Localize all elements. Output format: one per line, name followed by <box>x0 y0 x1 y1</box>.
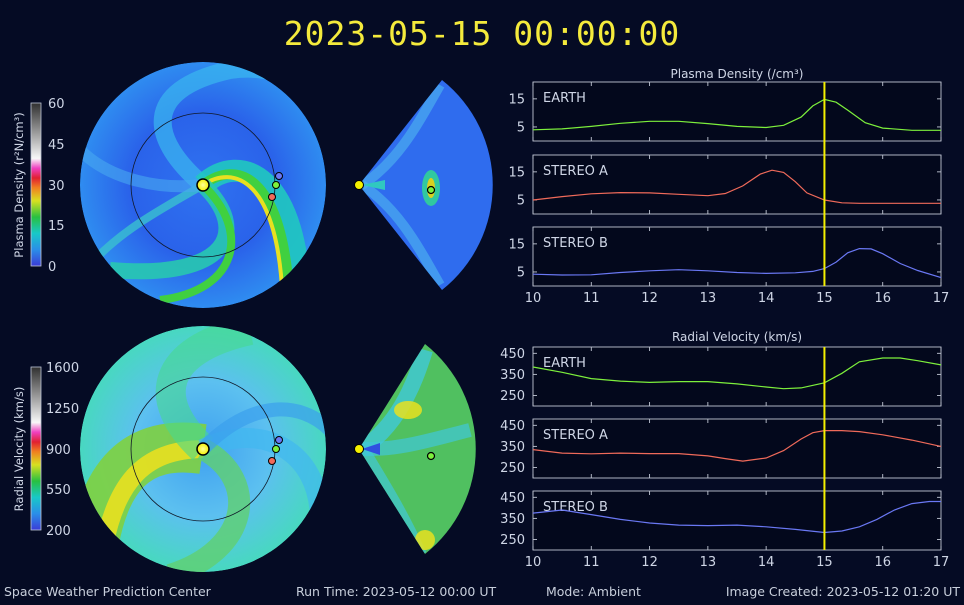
earth-marker <box>272 445 280 453</box>
series-line-stereo-b <box>532 247 942 279</box>
y-tick-label: 5 <box>517 120 525 135</box>
y-tick-label: 5 <box>517 193 525 208</box>
colorbar-velocity-tick: 200 <box>46 524 71 539</box>
sun-marker-wedge <box>354 444 364 454</box>
x-tick-label: 12 <box>641 291 658 306</box>
x-tick-label: 13 <box>700 291 717 306</box>
y-tick-label: 450 <box>500 491 525 506</box>
y-tick-label: 15 <box>508 165 525 180</box>
velocity-meridional-wedge <box>359 344 476 554</box>
sun-marker-wedge <box>354 180 364 190</box>
colorbar-density-tick: 30 <box>48 179 65 194</box>
y-tick-label: 15 <box>508 92 525 107</box>
earth-marker-wedge <box>426 451 436 461</box>
x-tick-label: 10 <box>525 555 542 570</box>
series-line-earth <box>532 357 942 390</box>
colorbar-velocity: Radial Velocity (km/s) 1600 1250 900 550… <box>12 361 79 539</box>
colorbar-velocity-tick: 1600 <box>46 361 79 376</box>
plot-frame <box>532 346 942 407</box>
series-label: EARTH <box>543 356 586 371</box>
plot-frame <box>532 154 942 215</box>
series-line-stereo-a <box>532 430 942 462</box>
footer-image-created: Image Created: 2023-05-12 01:20 UT <box>726 584 961 599</box>
x-tick-label: 11 <box>583 555 600 570</box>
colorbar-density: Plasma Density (r²N/cm³) 60 45 30 15 0 <box>12 97 65 275</box>
chart-title: Radial Velocity (km/s) <box>672 330 802 344</box>
series-line-stereo-b <box>532 500 941 534</box>
plot-frame <box>532 226 942 287</box>
time-series-panels: Plasma Density (/cm³) 15 5 EARTH 15 5 STEREO A… <box>500 67 949 570</box>
x-tick-label: 15 <box>816 555 833 570</box>
series-label: EARTH <box>543 91 586 106</box>
colorbar-density-tick: 60 <box>48 97 65 112</box>
earth-marker-wedge <box>426 185 436 195</box>
series-line-earth <box>532 98 941 131</box>
colorbar-velocity-label: Radial Velocity (km/s) <box>12 387 26 512</box>
x-tick-label: 11 <box>583 291 600 306</box>
stereo-a-marker <box>268 457 276 465</box>
x-tick-label: 12 <box>641 555 658 570</box>
x-tick-label: 14 <box>758 291 775 306</box>
chart-title: Plasma Density (/cm³) <box>671 67 804 81</box>
x-tick-label: 10 <box>525 291 542 306</box>
y-tick-label: 15 <box>508 237 525 252</box>
series-label: STEREO B <box>543 500 608 515</box>
sun-marker <box>196 178 210 192</box>
stereo-b-marker <box>275 436 283 444</box>
stereo-a-marker <box>268 193 276 201</box>
x-tick-label: 16 <box>874 555 891 570</box>
y-tick-label: 250 <box>500 461 525 476</box>
colorbar-density-label: Plasma Density (r²N/cm³) <box>12 112 26 257</box>
footer-run-time: Run Time: 2023-05-12 00:00 UT <box>296 584 496 599</box>
colorbar-density-tick: 45 <box>48 138 65 153</box>
x-tick-label: 14 <box>758 555 775 570</box>
y-tick-label: 5 <box>517 265 525 280</box>
page-title: 2023-05-15 00:00:00 <box>283 14 681 53</box>
x-tick-label: 17 <box>933 555 950 570</box>
colorbar-velocity-tick: 900 <box>46 443 71 458</box>
y-tick-label: 450 <box>500 347 525 362</box>
earth-marker <box>272 181 280 189</box>
y-tick-label: 250 <box>500 533 525 548</box>
x-tick-label: 16 <box>874 291 891 306</box>
series-label: STEREO A <box>543 164 608 179</box>
colorbar-density-tick: 0 <box>48 260 56 275</box>
colorbar-density-tick: 15 <box>48 219 65 234</box>
y-tick-label: 250 <box>500 389 525 404</box>
x-tick-label: 15 <box>816 291 833 306</box>
x-tick-label: 13 <box>700 555 717 570</box>
y-tick-label: 350 <box>500 440 525 455</box>
series-label: STEREO A <box>543 428 608 443</box>
x-tick-label: 17 <box>933 291 950 306</box>
y-tick-label: 450 <box>500 419 525 434</box>
y-tick-label: 350 <box>500 368 525 383</box>
series-line-stereo-a <box>532 169 941 204</box>
sun-marker <box>196 442 210 456</box>
footer-mode: Mode: Ambient <box>546 584 641 599</box>
series-label: STEREO B <box>543 236 608 251</box>
colorbar-velocity-tick: 550 <box>46 483 71 498</box>
plot-frame <box>532 418 942 479</box>
plot-frame <box>532 81 942 142</box>
colorbar-velocity-tick: 1250 <box>46 402 79 417</box>
density-meridional-wedge <box>359 80 493 290</box>
footer-center: Space Weather Prediction Center <box>4 584 212 599</box>
stereo-b-marker <box>275 172 283 180</box>
y-tick-label: 350 <box>500 512 525 527</box>
